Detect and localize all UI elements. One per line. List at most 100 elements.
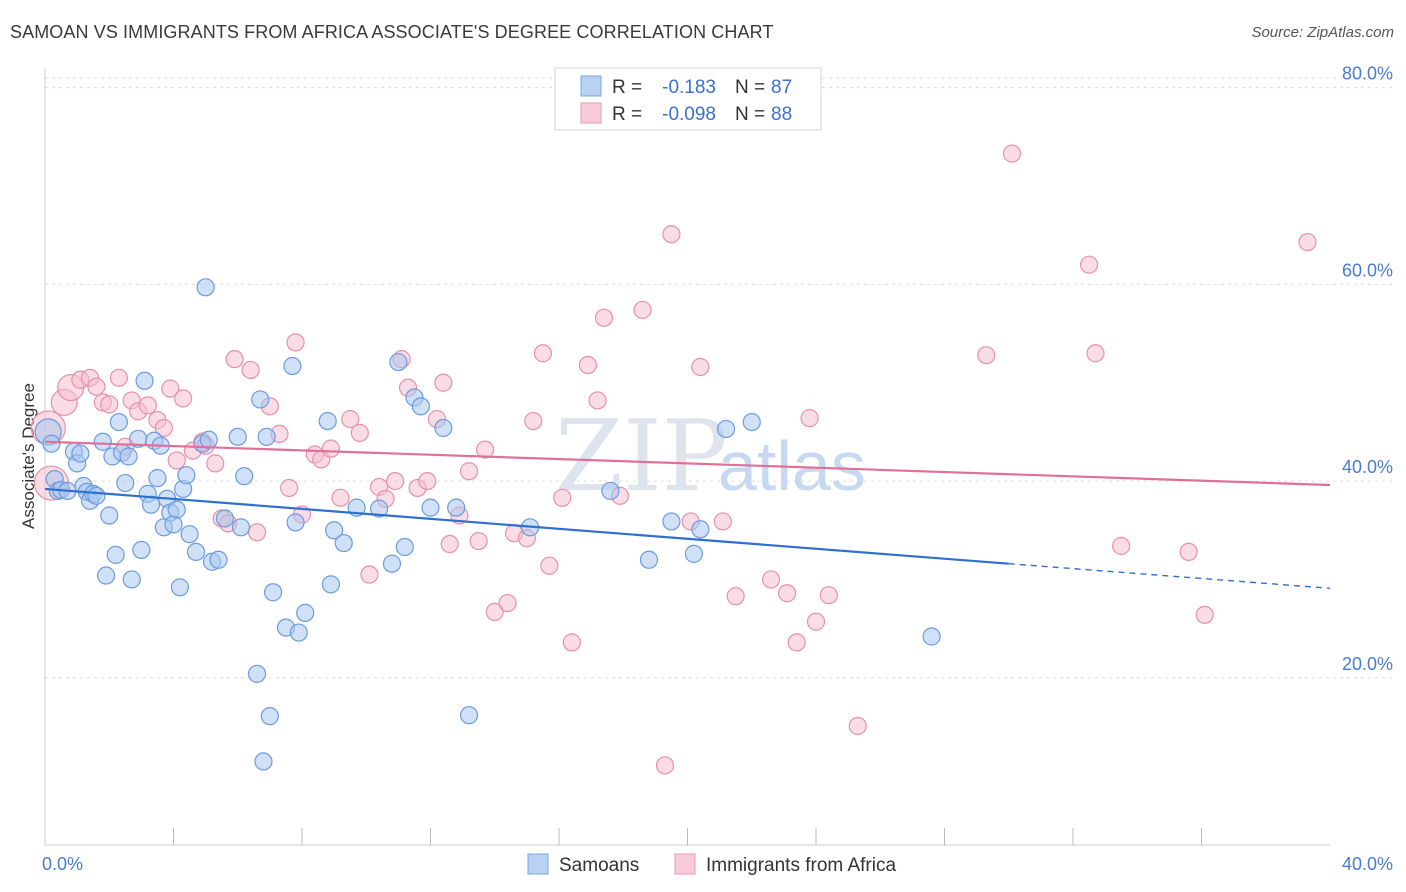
point-samoans-14: [93, 432, 112, 451]
point-africa-54: [485, 602, 504, 622]
point-samoans-22: [119, 447, 138, 466]
point-samoans-80: [662, 512, 681, 531]
y-tick-label-0: 20.0%: [1342, 654, 1393, 674]
point-africa-65: [594, 308, 614, 327]
point-africa-48: [434, 373, 453, 392]
point-samoans-36: [167, 500, 186, 519]
point-samoans-23: [122, 570, 141, 589]
point-africa-49: [440, 534, 459, 554]
source-label: Source: ZipAtlas.com: [1251, 24, 1394, 41]
point-samoans-18: [106, 545, 125, 564]
point-africa-16: [161, 379, 180, 398]
point-africa-39: [360, 565, 379, 584]
series-samoans: [34, 278, 941, 771]
point-africa-25: [225, 350, 244, 369]
point-africa-61: [553, 488, 572, 507]
point-africa-75: [777, 584, 797, 603]
point-samoans-41: [186, 542, 206, 562]
point-samoans-64: [325, 521, 344, 540]
chart-title: SAMOAN VS IMMIGRANTS FROM AFRICA ASSOCIA…: [10, 22, 774, 42]
point-samoans-15: [96, 566, 116, 585]
point-samoans-70: [395, 537, 414, 557]
point-samoans-69: [389, 352, 408, 372]
point-samoans-1: [42, 434, 61, 453]
point-africa-88: [1298, 232, 1317, 252]
point-samoans-13: [87, 486, 106, 505]
point-africa-37: [341, 410, 360, 429]
point-africa-85: [1112, 536, 1131, 556]
point-samoans-25: [132, 540, 151, 560]
point-africa-13: [138, 396, 157, 415]
point-samoans-39: [177, 466, 196, 485]
point-africa-87: [1195, 605, 1214, 624]
point-samoans-75: [447, 498, 466, 517]
point-africa-8: [100, 395, 119, 414]
point-africa-62: [562, 633, 581, 652]
legend-n-label-2: N =: [735, 104, 765, 125]
point-samoans-61: [296, 603, 315, 622]
point-africa-35: [321, 439, 341, 458]
point-africa-60: [540, 556, 559, 575]
point-africa-76: [787, 633, 806, 652]
point-africa-80: [848, 716, 867, 736]
y-tick-label-2: 60.0%: [1342, 260, 1393, 280]
point-africa-82: [1002, 144, 1022, 163]
trend-lines: [44, 440, 1331, 589]
point-africa-18: [174, 389, 193, 408]
point-samoans-8: [71, 444, 90, 463]
trend-line-africa: [44, 440, 1331, 487]
point-samoans-65: [334, 533, 353, 553]
legend-n-label-1: N =: [735, 77, 765, 98]
watermark-zip: ZIP: [555, 400, 728, 514]
point-samoans-67: [370, 499, 389, 518]
point-samoans-44: [199, 430, 218, 449]
point-samoans-55: [260, 707, 279, 726]
point-africa-71: [691, 357, 710, 377]
point-africa-27: [247, 523, 267, 542]
y-tick-label-3: 80.0%: [1342, 64, 1393, 84]
point-samoans-19: [109, 412, 128, 432]
point-samoans-21: [116, 473, 135, 493]
legend-n-value-2: 88: [771, 104, 792, 125]
point-africa-26: [241, 360, 260, 380]
point-africa-63: [578, 355, 598, 375]
point-africa-53: [476, 440, 495, 459]
legend-label-samoans: Samoans: [559, 855, 639, 876]
point-samoans-82: [691, 520, 710, 539]
series-legend: Samoans Immigrants from Africa: [527, 853, 896, 876]
legend-swatch-samoans: [580, 75, 602, 97]
legend-label-africa: Immigrants from Africa: [706, 855, 896, 876]
x-tick-label-1: 40.0%: [1342, 854, 1393, 874]
point-africa-42: [386, 471, 405, 491]
point-africa-67: [633, 300, 652, 320]
point-africa-77: [800, 409, 819, 428]
point-samoans-43: [196, 278, 215, 297]
point-samoans-46: [209, 550, 228, 569]
x-ticks: 0.0% 40.0%: [42, 828, 1393, 874]
point-africa-59: [533, 344, 553, 363]
point-africa-46: [418, 471, 437, 491]
trend-line-extension-samoans: [1008, 563, 1331, 589]
point-africa-9: [109, 368, 128, 387]
legend-n-value-1: 87: [771, 77, 792, 98]
point-samoans-58: [283, 356, 302, 376]
point-samoans-68: [382, 554, 402, 573]
point-samoans-76: [459, 706, 479, 725]
point-africa-86: [1179, 542, 1198, 562]
point-samoans-78: [601, 481, 620, 501]
point-samoans-73: [421, 498, 440, 517]
y-tick-label-1: 40.0%: [1342, 457, 1393, 477]
point-africa-69: [662, 225, 681, 244]
point-samoans-60: [289, 623, 308, 642]
point-africa-68: [655, 756, 675, 775]
legend-r-value-1: -0.183: [662, 77, 716, 98]
point-samoans-83: [716, 419, 736, 439]
point-samoans-54: [257, 427, 276, 446]
point-samoans-16: [100, 506, 119, 525]
point-africa-52: [469, 531, 488, 551]
point-samoans-40: [180, 525, 199, 544]
point-africa-79: [819, 586, 838, 605]
point-africa-55: [498, 593, 517, 613]
point-samoans-47: [215, 509, 234, 528]
